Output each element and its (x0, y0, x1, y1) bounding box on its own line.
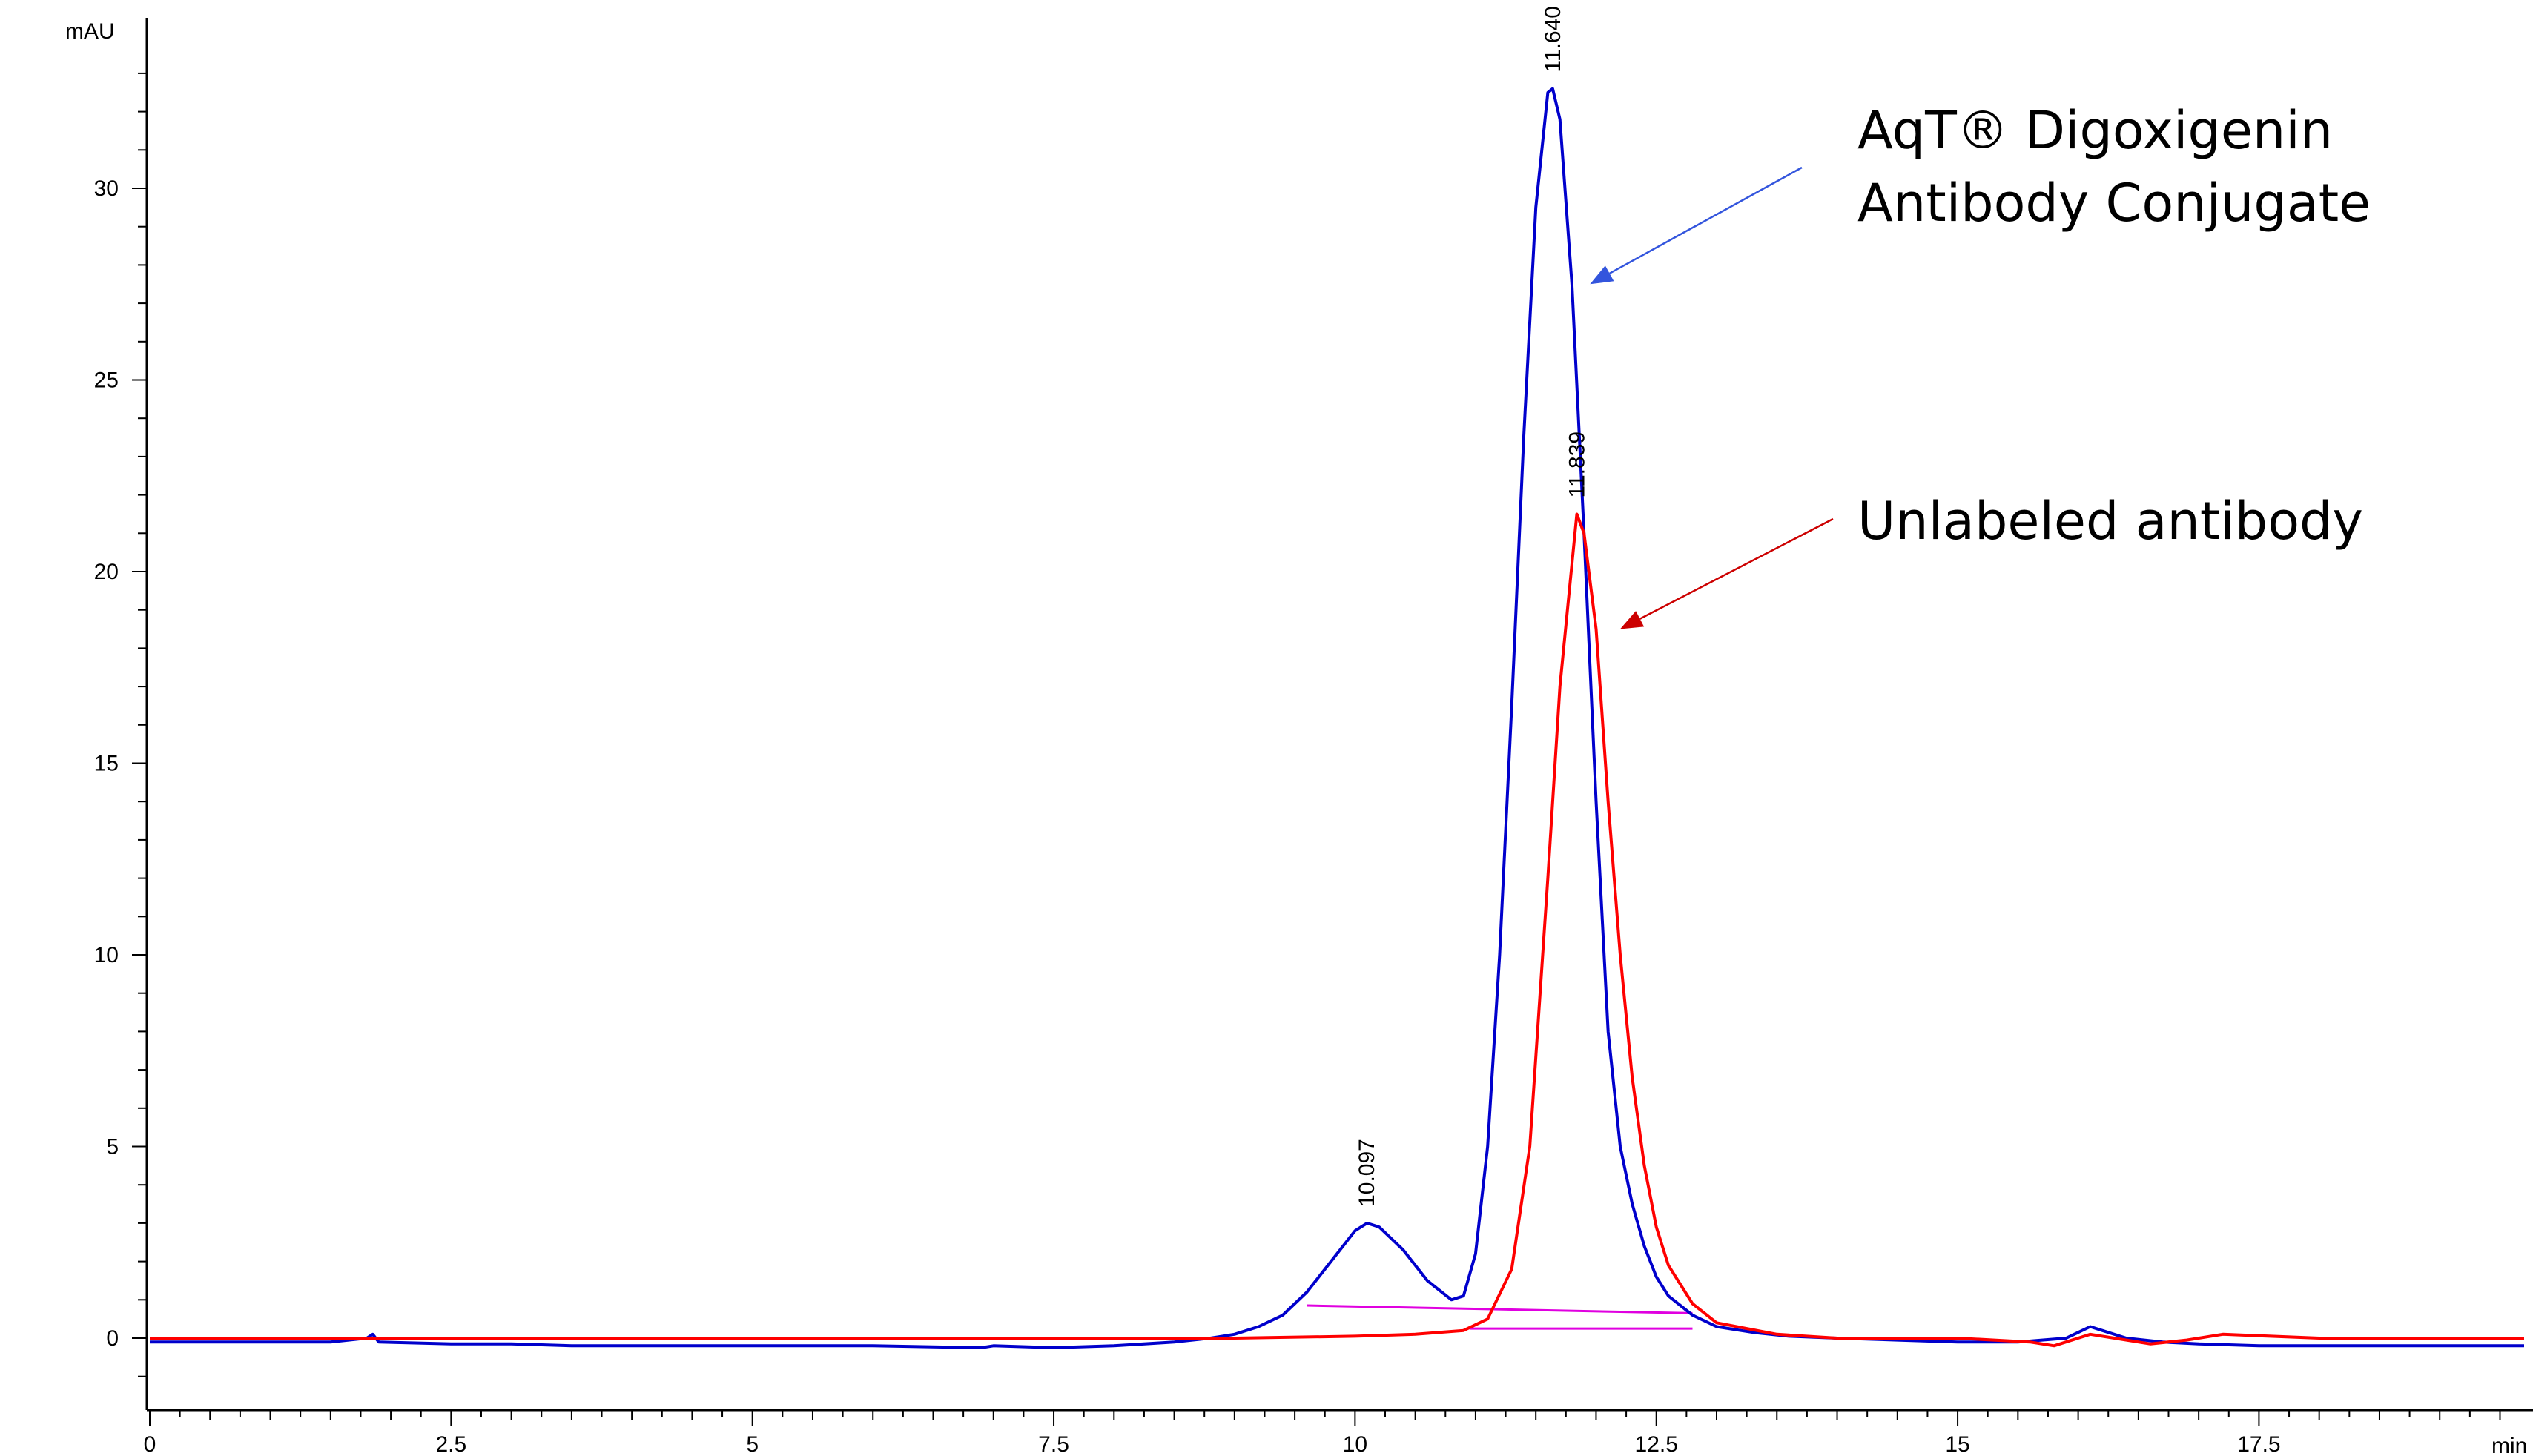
y-tick-label: 25 (94, 368, 119, 393)
annotation-arrow-line (1639, 517, 1834, 620)
annotations: AqT® Digoxigenin Antibody Conjugate Unlabe… (1590, 100, 2371, 629)
x-tick-label: 0 (144, 1432, 156, 1456)
annotation-arrow-line (1609, 166, 1803, 274)
baseline-segment (1307, 1304, 1693, 1314)
annotation-arrow-head (1619, 611, 1645, 629)
trace-line-0 (150, 87, 2524, 1349)
peak-label: 10.097 (1355, 1139, 1379, 1207)
x-tick-label: 10 (1343, 1432, 1367, 1456)
x-unit-label: min (2491, 1434, 2527, 1456)
annotation-text: AqT® Digoxigenin (1857, 100, 2333, 161)
annotation-arrow-head (1590, 265, 1614, 285)
y-tick-label: 30 (94, 176, 119, 201)
x-tick-label: 5 (746, 1432, 759, 1456)
x-tick-label: 2.5 (435, 1432, 466, 1456)
peak-label: 11.640 (1541, 6, 1565, 73)
y-tick-label: 10 (94, 943, 119, 967)
trace-line-1 (150, 512, 2524, 1348)
y-tick-label: 5 (106, 1135, 119, 1159)
y-axis-ticks: 0 5 10 15 20 25 30 (94, 72, 147, 1377)
x-tick-label: 12.5 (1635, 1432, 1678, 1456)
y-tick-label: 20 (94, 560, 119, 584)
x-tick-label: 7.5 (1038, 1432, 1069, 1456)
y-unit-label: mAU (65, 19, 115, 44)
x-tick-label: 15 (1945, 1432, 1969, 1456)
annotation-text: Antibody Conjugate (1857, 173, 2371, 234)
x-axis-ticks: 0 2.5 5 7.5 10 12.5 15 17.5 (144, 1410, 2501, 1456)
y-tick-label: 15 (94, 752, 119, 776)
y-tick-label: 0 (106, 1326, 119, 1351)
integration-baselines (1307, 1304, 1693, 1330)
chromatogram-traces (150, 87, 2524, 1349)
peak-labels: 10.097 11.640 11.839 (1355, 6, 1589, 1207)
x-tick-label: 17.5 (2237, 1432, 2280, 1456)
peak-label: 11.839 (1565, 431, 1589, 498)
annotation-text: Unlabeled antibody (1857, 491, 2363, 552)
